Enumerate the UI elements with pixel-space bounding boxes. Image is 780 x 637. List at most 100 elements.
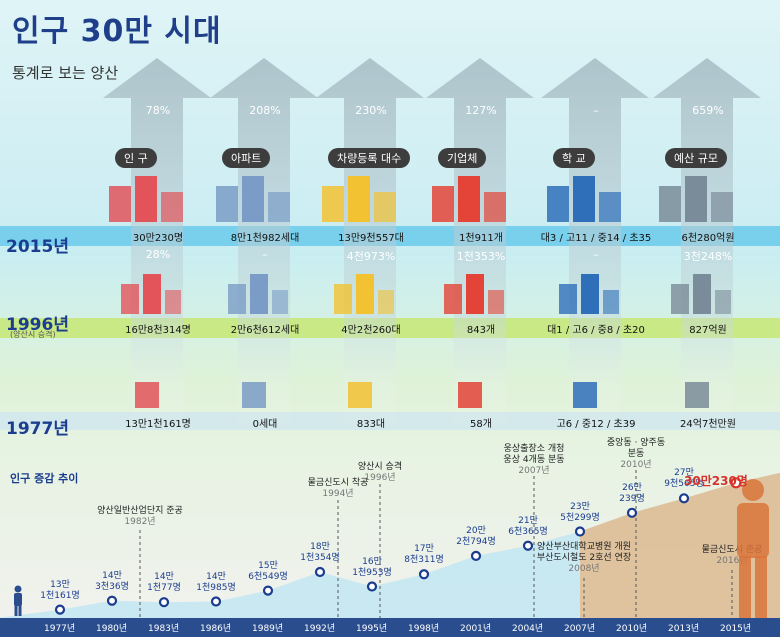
growth-1996-3: 1천353%	[456, 250, 506, 263]
growth-2015-2: 230%	[355, 104, 387, 117]
trend-point-6	[366, 581, 378, 592]
trend-label-top-9: 21만	[518, 515, 538, 526]
year-label-2015: 2015년	[6, 237, 69, 257]
trend-point-10	[574, 526, 586, 537]
category-icon-1996-2	[334, 274, 394, 314]
value-1977-1: 0세대	[252, 419, 278, 430]
trend-point-0	[54, 604, 66, 615]
category-label-2: 차량등록 대수	[328, 148, 411, 168]
trend-label-top-0: 13만	[50, 579, 70, 590]
growth-arrow-5	[653, 58, 761, 430]
category-icon-1996-1	[228, 274, 288, 314]
trend-title: 인구 증감 추이	[10, 472, 79, 485]
value-1996-4: 대1 / 고6 / 중8 / 초20	[547, 325, 645, 336]
trend-label-top-12: 27만	[674, 468, 694, 479]
trend-label-4: 15만 6천549명	[238, 561, 298, 583]
trend-label-9: 21만 6천365명	[498, 516, 558, 538]
trend-point-9	[522, 540, 534, 551]
trend-label-11: 26만 239명	[602, 483, 662, 505]
value-1977-3: 58개	[470, 419, 492, 430]
growth-1996-2: 4천973%	[346, 250, 396, 263]
trend-event-1: 물금신도시 착공 1994년	[268, 478, 408, 500]
category-icon-2015-5	[659, 176, 733, 222]
trend-label-top-10: 23만	[570, 501, 590, 512]
category-icon-2015-4	[547, 176, 621, 222]
trend-label-5: 18만 1천354명	[290, 542, 350, 564]
trend-event-year-6: 2016년	[716, 556, 748, 566]
trend-point-3	[210, 596, 222, 607]
trend-event-text1-0: 양산일반산업단지 준공	[97, 506, 183, 516]
x-tick-3: 1986년	[200, 624, 232, 634]
trend-event-6: 물금신도시 준공 2016년	[662, 545, 780, 567]
value-1996-3: 843개	[466, 325, 496, 336]
trend-label-bottom-4: 6천549명	[248, 571, 288, 582]
trend-label-1: 14만 3천36명	[82, 571, 142, 593]
x-tick-1: 1980년	[96, 624, 128, 634]
trend-event-0: 양산일반산업단지 준공 1982년	[70, 506, 210, 528]
page-title: 인구 30만 시대	[12, 14, 222, 49]
trend-highlight-value: 30만230명	[684, 474, 748, 488]
trend-event-year-4: 2008년	[568, 564, 600, 574]
trend-label-2: 14만 1천77명	[134, 572, 194, 594]
trend-point-12	[678, 493, 690, 504]
year-label-1996-sub: (양산시 승격)	[10, 330, 56, 339]
trend-label-top-3: 14만	[206, 571, 226, 582]
growth-2015-3: 127%	[465, 104, 497, 117]
trend-label-top-5: 18만	[310, 541, 330, 552]
person-small-icon	[14, 585, 22, 616]
x-tick-4: 1989년	[252, 624, 284, 634]
category-icon-1996-4	[559, 274, 619, 314]
value-2015-0: 30만230명	[132, 233, 184, 244]
growth-arrow-1	[210, 58, 318, 430]
trend-event-4: 양산부산대학교병원 개원 부산도시철도 2호선 연장 2008년	[514, 542, 654, 575]
trend-event-text2-3: 웅상 4개동 분동	[503, 455, 565, 465]
x-tick-12: 2013년	[668, 624, 700, 634]
trend-label-3: 14만 1천985명	[186, 572, 246, 594]
trend-label-bottom-1: 3천36명	[95, 581, 129, 592]
growth-arrow-2	[316, 58, 424, 430]
trend-event-year-3: 2007년	[518, 466, 550, 476]
trend-event-text2-4: 부산도시철도 2호선 연장	[536, 553, 632, 563]
trend-event-2: 양산시 승격 1996년	[310, 462, 450, 484]
value-1977-2: 833대	[356, 419, 386, 430]
trend-label-bottom-3: 1천985명	[196, 582, 236, 593]
category-icon-1977-5	[685, 382, 709, 408]
trend-label-bottom-11: 239명	[619, 493, 645, 504]
trend-label-bottom-2: 1천77명	[147, 583, 181, 594]
category-icon-1977-1	[242, 382, 266, 408]
trend-event-text1-3: 웅상출장소 개청	[503, 444, 565, 454]
category-icon-1977-4	[573, 382, 597, 408]
growth-1996-4: –	[593, 248, 599, 261]
category-icon-1996-0	[121, 274, 181, 314]
trend-point-5	[314, 566, 326, 578]
trend-label-7: 17만 8천311명	[394, 544, 454, 566]
category-icon-2015-0	[109, 176, 183, 222]
trend-event-5: 중앙동 · 양주동 분동 2010년	[566, 438, 706, 471]
x-tick-13: 2015년	[720, 624, 752, 634]
x-tick-5: 1992년	[304, 624, 336, 634]
category-icon-2015-3	[432, 176, 506, 222]
trend-event-text1-5: 중앙동 · 양주동	[606, 438, 666, 448]
value-2015-5: 6천280억원	[681, 233, 735, 244]
category-label-4: 학 교	[553, 148, 595, 168]
trend-label-bottom-6: 1천953명	[352, 567, 392, 578]
trend-event-text1-4: 양산부산대학교병원 개원	[537, 542, 631, 552]
trend-label-bottom-8: 2천794명	[456, 536, 496, 547]
value-1977-0: 13만1천161명	[125, 419, 191, 430]
trend-label-bottom-5: 1천354명	[300, 552, 340, 563]
trend-label-bottom-7: 8천311명	[404, 555, 444, 566]
value-1977-4: 고6 / 중12 / 초39	[556, 419, 636, 430]
trend-label-10: 23만 5천299명	[550, 502, 610, 524]
trend-label-bottom-9: 6천365명	[508, 526, 548, 537]
trend-event-text2-5: 분동	[627, 449, 645, 459]
value-1977-5: 24억7천만원	[680, 419, 736, 430]
x-tick-2: 1983년	[148, 624, 180, 634]
trend-point-2	[158, 597, 170, 608]
year-label-1977: 1977년	[6, 419, 69, 439]
growth-2015-5: 659%	[692, 104, 724, 117]
category-icon-1977-2	[348, 382, 372, 408]
trend-label-top-11: 26만	[622, 482, 642, 493]
trend-event-text1-6: 물금신도시 준공	[701, 545, 763, 555]
value-2015-3: 1천911개	[459, 233, 503, 244]
category-label-3: 기업체	[438, 148, 487, 168]
